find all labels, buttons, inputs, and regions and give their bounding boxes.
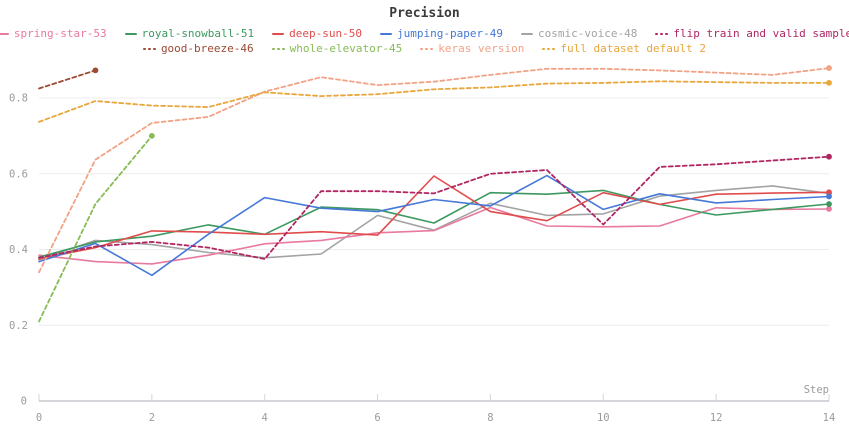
line-swatch-icon [272,33,285,35]
series-end-dot-jumping-paper-49 [826,193,832,200]
legend-item-label: deep-sun-50 [289,27,363,40]
x-tick-label: 0 [36,412,42,424]
x-tick-label: 8 [487,412,493,424]
legend-item-deep-sun-50[interactable]: deep-sun-50 [272,27,362,41]
dashed-line-swatch-icon [655,33,669,35]
legend-item-jumping-paper-49[interactable]: jumping-paper-49 [380,27,503,41]
series-end-dot-royal-snowball-51 [826,201,832,207]
dashed-line-swatch-icon [271,48,285,50]
series-end-dot-flip-train-and-valid-sample [826,153,832,160]
series-line-deep-sun-50[interactable] [38,175,830,260]
series-end-dot-deep-sun-50 [826,189,832,196]
dashed-line-swatch-icon [542,48,556,50]
x-tick-label: 12 [710,412,723,424]
dashed-line-swatch-icon [420,48,434,50]
legend-item-whole-elevator-45[interactable]: whole-elevator-45 [271,42,403,56]
chart-title: Precision [389,6,460,21]
x-tick-label: 14 [823,412,836,424]
legend-row-2: good-breeze-46 whole-elevator-45 keras ver… [142,42,706,56]
x-tick-label: 2 [149,412,155,424]
line-swatch-icon [124,33,137,35]
series-line-whole-elevator-45[interactable] [38,134,153,323]
legend-item-good-breeze-46[interactable]: good-breeze-46 [142,42,254,56]
y-tick-label: 0.8 [9,93,28,105]
legend-item-label: royal-snowball-51 [141,27,255,40]
dashed-line-swatch-icon [142,48,156,50]
x-tick-label: 6 [374,412,380,424]
series-line-full-dataset-default-2[interactable] [38,80,830,123]
legend-item-label: keras version [438,42,525,55]
legend-item-spring-star-53[interactable]: spring-star-53 [0,27,107,41]
legend-item-label: good-breeze-46 [160,42,254,55]
series-line-keras-version[interactable] [38,67,830,274]
legend-item-label: flip train and valid sample [673,27,849,40]
legend-item-label: jumping-paper-49 [397,27,503,40]
series-end-dot-whole-elevator-45 [148,132,155,139]
legend-row-1: spring-star-53 royal-snowball-51 deep-sun-… [0,27,849,41]
line-swatch-icon [0,33,9,35]
legend-item-label: spring-star-53 [13,27,107,40]
legend-item-full-dataset-default-2[interactable]: full dataset default 2 [542,42,706,56]
legend-item-label: cosmic-voice-48 [538,27,638,40]
line-swatch-icon [380,33,393,35]
chart-legend: spring-star-53 royal-snowball-51 deep-sun-… [0,27,849,56]
series-end-dot-good-breeze-46 [92,67,99,74]
series-line-royal-snowball-51[interactable] [38,189,830,258]
y-origin-label: 0 [21,396,27,408]
legend-item-flip-train-and-valid-sample[interactable]: flip train and valid sample [655,27,849,41]
x-tick-label: 10 [597,412,610,424]
legend-item-cosmic-voice-48[interactable]: cosmic-voice-48 [521,27,637,41]
legend-item-label: whole-elevator-45 [289,42,403,55]
x-axis-title: Step [804,384,829,396]
legend-item-keras-version[interactable]: keras version [420,42,524,56]
legend-item-royal-snowball-51[interactable]: royal-snowball-51 [124,27,255,41]
series-line-flip-train-and-valid-sample[interactable] [38,155,830,260]
series-line-good-breeze-46[interactable] [38,69,97,90]
y-tick-label: 0.4 [9,244,28,256]
series-end-dot-spring-star-53 [826,206,832,212]
series-end-dot-keras-version [826,65,832,71]
series-end-dot-full-dataset-default-2 [826,79,832,86]
y-tick-label: 0.6 [9,168,28,180]
y-tick-label: 0.2 [9,320,28,332]
legend-item-label: full dataset default 2 [560,42,707,55]
x-tick-label: 4 [262,412,268,424]
series-line-jumping-paper-49[interactable] [38,174,830,277]
line-swatch-icon [521,33,533,35]
